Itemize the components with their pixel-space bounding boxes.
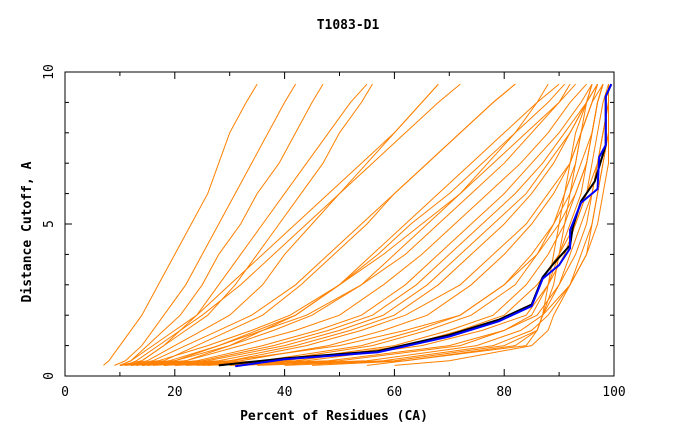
model-curve-21 <box>147 83 560 366</box>
x-tick-label: 0 <box>61 385 69 400</box>
model-curve-25 <box>136 83 571 366</box>
model-curve-10 <box>152 83 604 366</box>
model-curve-22 <box>130 83 516 366</box>
x-tick-labels: 0 20 40 60 80 100 <box>61 385 626 400</box>
model-curve-35 <box>125 83 549 366</box>
highlight-curve <box>235 83 613 368</box>
model-curve-7 <box>119 83 587 366</box>
x-tick-label: 60 <box>387 385 403 400</box>
y-tick-label: 5 <box>42 220 57 228</box>
model-curve-23 <box>125 83 461 366</box>
model-curve-19 <box>366 84 593 366</box>
model-curve-27 <box>174 84 599 366</box>
model-curve-15 <box>229 84 610 366</box>
x-tick-label: 80 <box>496 385 512 400</box>
y-axis-label: Distance Cutoff, A <box>20 161 35 302</box>
model-curve-9 <box>141 83 598 366</box>
model-curve-20 <box>394 84 610 366</box>
chart-title: T1083-D1 <box>317 18 380 33</box>
y-tick-labels: 0 5 10 <box>42 64 57 380</box>
model-curve-26 <box>119 83 576 366</box>
model-curve-18 <box>312 84 599 366</box>
y-tick-label: 10 <box>42 64 57 80</box>
model-curve-1 <box>103 83 258 366</box>
model-curve-2 <box>119 83 324 366</box>
model-curve-8 <box>130 83 598 366</box>
model-curve-33 <box>207 84 610 366</box>
model-curve-13 <box>185 84 609 366</box>
model-curve-24 <box>119 83 439 366</box>
x-tick-label: 100 <box>602 385 625 400</box>
model-curve-31 <box>130 83 368 366</box>
series-layer <box>103 83 613 368</box>
model-curve-30 <box>114 83 297 366</box>
axis-ticks <box>64 71 615 377</box>
model-curve-32 <box>141 83 593 366</box>
model-curve-36 <box>147 84 593 366</box>
model-curve-34 <box>240 84 604 366</box>
y-tick-label: 0 <box>42 372 57 380</box>
x-tick-label: 40 <box>277 385 293 400</box>
x-axis-label: Percent of Residues (CA) <box>240 409 428 424</box>
x-tick-label: 20 <box>167 385 183 400</box>
